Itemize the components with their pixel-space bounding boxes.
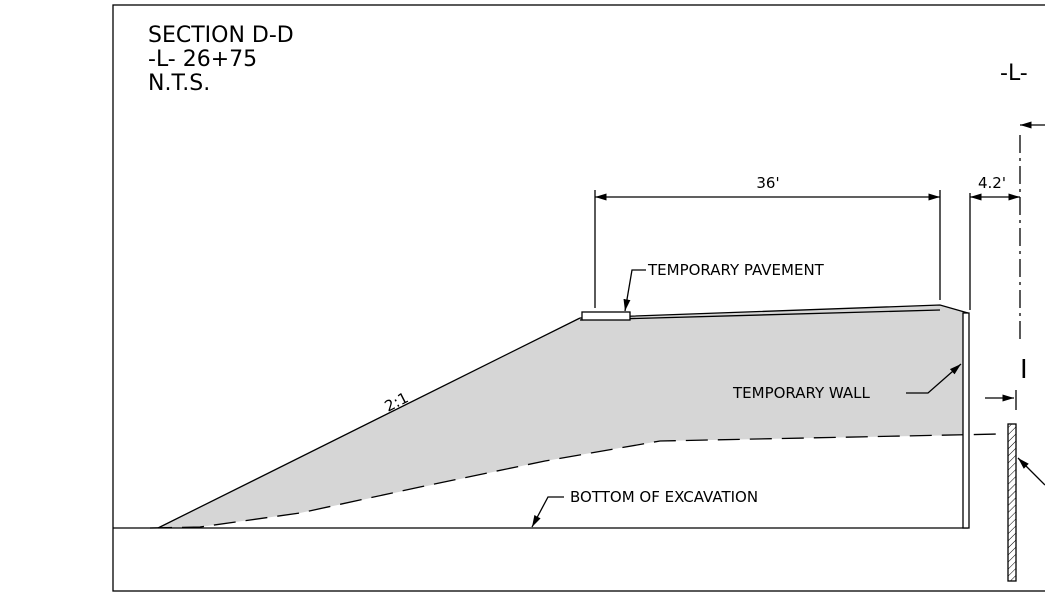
wall-label: TEMPORARY WALL xyxy=(732,384,871,402)
slope-line xyxy=(157,317,581,529)
section-scale: N.T.S. xyxy=(148,71,210,96)
leader xyxy=(623,269,646,312)
excavation-line xyxy=(149,433,1001,529)
leader xyxy=(906,363,962,394)
section-title: SECTION D-D xyxy=(148,23,294,48)
pavement-detail xyxy=(581,311,631,321)
width-label: 36' xyxy=(756,174,779,192)
leader xyxy=(531,496,564,528)
pavement-surface xyxy=(579,304,969,319)
temporary-wall xyxy=(962,312,970,529)
excavation-label: BOTTOM OF EXCAVATION xyxy=(570,488,758,506)
leader xyxy=(1017,457,1045,486)
sheet-border xyxy=(112,4,1045,592)
offset-label: 4.2' xyxy=(978,174,1006,192)
fill-area xyxy=(158,305,968,528)
pavement-bottom xyxy=(579,309,941,321)
centerline-label: -L- xyxy=(1000,61,1028,86)
sheet-pile xyxy=(1007,423,1017,582)
pavement-label: TEMPORARY PAVEMENT xyxy=(647,261,825,279)
section-station: -L- 26+75 xyxy=(148,47,257,72)
beam-symbol: I xyxy=(1020,355,1028,385)
